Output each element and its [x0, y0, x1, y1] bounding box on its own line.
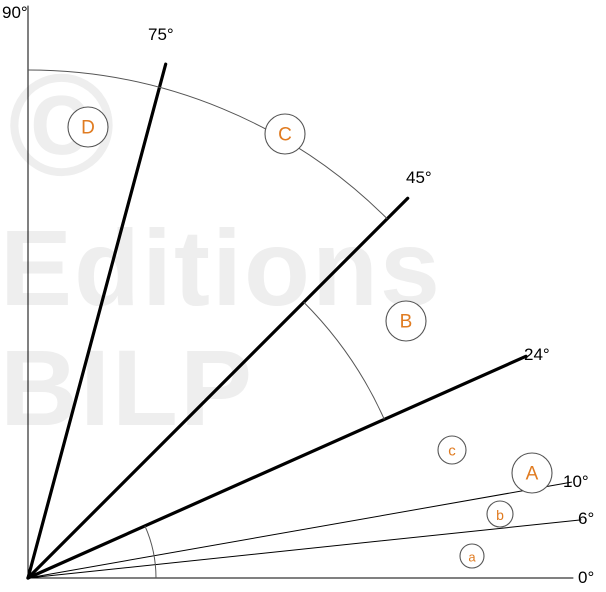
watermark-line2: BILP — [0, 327, 254, 448]
node-B-circle — [385, 300, 427, 342]
arc-outer — [27, 69, 388, 220]
node-D[interactable]: D — [67, 106, 109, 148]
axis-label-deg75: 75° — [148, 25, 174, 44]
watermark-line1: Editions — [0, 207, 442, 328]
watermark-group: © Editions BILP — [0, 44, 442, 448]
node-D-circle — [67, 106, 109, 148]
node-A[interactable]: A — [511, 452, 553, 494]
nodes-group: D C B Ac b a — [67, 106, 553, 569]
node-a-label: a — [468, 550, 476, 565]
node-A-label: A — [526, 464, 539, 485]
node-B-label: B — [400, 312, 413, 333]
ray-6 — [27, 519, 582, 579]
axis-labels-group: 90° 75° 45° 24° 10° 6° 0° — [2, 3, 594, 587]
node-b[interactable]: b — [486, 500, 514, 528]
axis-label-deg10: 10° — [563, 472, 589, 491]
node-A-circle — [511, 452, 553, 494]
axis-label-deg45: 45° — [406, 168, 432, 187]
node-C-label: C — [278, 125, 292, 146]
node-C-circle — [264, 113, 306, 155]
arcs-group — [27, 69, 388, 579]
node-C[interactable]: C — [264, 113, 306, 155]
node-a-circle — [459, 543, 485, 569]
axis-label-deg0: 0° — [578, 568, 594, 587]
ray-10 — [27, 481, 573, 579]
axis-label-deg24: 24° — [524, 345, 550, 364]
node-B[interactable]: B — [385, 300, 427, 342]
ray-75 — [26, 62, 168, 580]
rays-group — [26, 5, 582, 580]
arc-b — [303, 301, 385, 420]
arc-a — [144, 525, 157, 579]
node-b-label: b — [496, 507, 504, 523]
node-c-circle — [437, 435, 467, 465]
node-b-circle — [486, 500, 514, 528]
node-c-label: c — [448, 443, 456, 460]
axis-label-deg6: 6° — [578, 509, 594, 528]
ray-24 — [26, 354, 528, 580]
ray-45 — [26, 196, 410, 580]
node-a[interactable]: a — [459, 543, 485, 569]
node-D-label: D — [81, 118, 95, 139]
axis-label-deg90: 90° — [2, 3, 28, 22]
node-c[interactable]: c — [437, 435, 467, 465]
